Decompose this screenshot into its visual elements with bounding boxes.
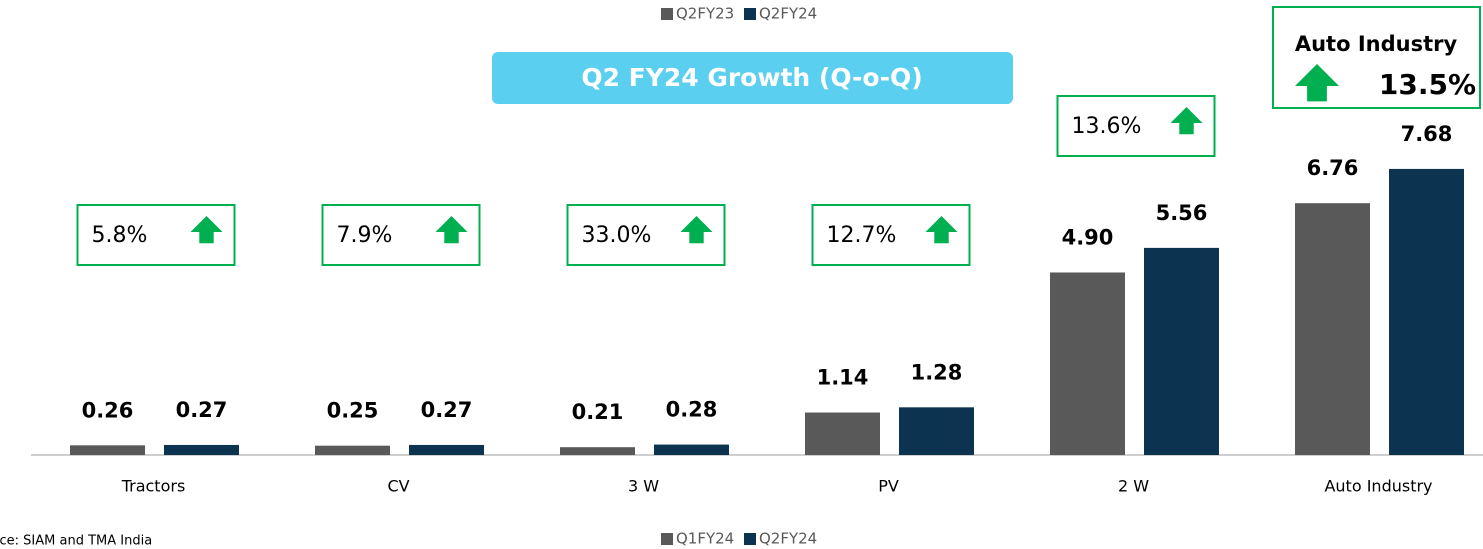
legend-label: Q1FY24 (676, 530, 734, 548)
up-arrow (435, 216, 468, 244)
value-label: 1.28 (911, 360, 963, 384)
growth-label: 7.9% (337, 223, 393, 248)
bar (805, 412, 880, 455)
value-label: 0.21 (572, 400, 624, 424)
x-tick-label: CV (387, 477, 409, 496)
legend-label: Q2FY24 (759, 5, 817, 23)
up-arrow (680, 216, 713, 244)
growth-label: 13.6% (1072, 114, 1142, 139)
value-label: 0.27 (176, 398, 228, 422)
up-arrow (1295, 64, 1339, 102)
growth-label: 12.7% (827, 223, 897, 248)
bar (1144, 247, 1219, 455)
value-label: 6.76 (1307, 156, 1359, 180)
x-tick-label: 3 W (628, 477, 659, 496)
legend-swatch (744, 533, 756, 545)
x-tick-label: Tractors (121, 477, 186, 496)
chart-title: Q2 FY24 Growth (Q-o-Q) (581, 63, 922, 92)
bar (654, 444, 729, 455)
value-label: 4.90 (1062, 225, 1114, 249)
value-label: 0.26 (82, 398, 134, 422)
value-label: 0.27 (421, 398, 473, 422)
bar (1050, 272, 1125, 455)
x-tick-label: Auto Industry (1324, 477, 1432, 496)
up-arrow (925, 216, 958, 244)
legend-swatch (744, 8, 756, 20)
legend-label: Q2FY23 (676, 5, 734, 23)
title-box (492, 52, 1013, 104)
value-label: 0.28 (666, 398, 718, 422)
legend-label: Q2FY24 (759, 530, 817, 548)
bar (899, 407, 974, 455)
bar (560, 447, 635, 455)
legend-swatch (661, 533, 673, 545)
bar (409, 444, 484, 455)
legend-swatch (661, 8, 673, 20)
value-label: 1.14 (817, 366, 869, 390)
bar (70, 445, 145, 455)
source-note: Source: SIAM and TMA India (0, 534, 152, 549)
growth-label: 5.8% (92, 223, 148, 248)
x-tick-label: PV (878, 477, 899, 496)
up-arrow (190, 216, 223, 244)
summary-value: 13.5% (1379, 68, 1476, 101)
bar (164, 444, 239, 455)
value-label: 7.68 (1401, 122, 1453, 146)
value-label: 5.56 (1156, 201, 1208, 225)
x-tick-label: 2 W (1118, 477, 1149, 496)
value-label: 0.25 (327, 399, 379, 423)
bar (315, 445, 390, 455)
summary-title: Auto Industry (1295, 32, 1458, 56)
up-arrow (1170, 107, 1203, 135)
bar (1389, 168, 1464, 456)
growth-label: 33.0% (582, 223, 652, 248)
bar (1295, 203, 1370, 455)
